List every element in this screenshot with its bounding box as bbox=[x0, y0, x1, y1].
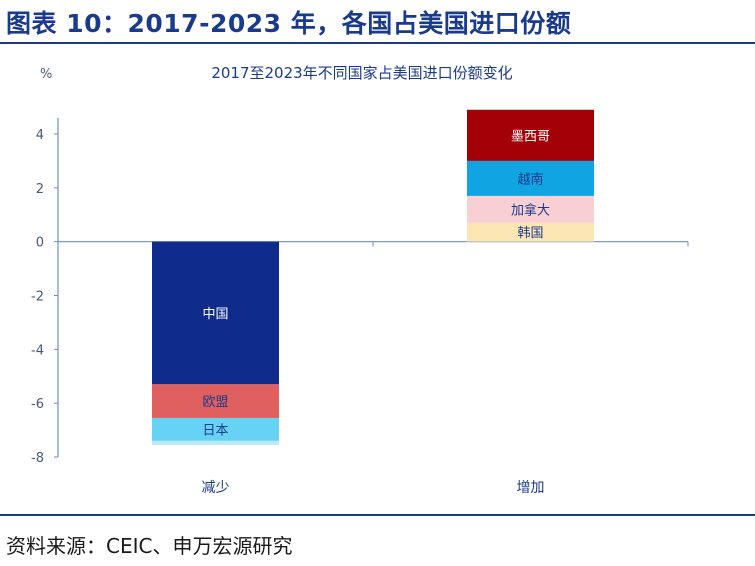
segment-label: 越南 bbox=[517, 171, 543, 187]
y-tick-label: -8 bbox=[31, 451, 44, 466]
segment-label: 韩国 bbox=[517, 226, 543, 241]
y-tick-label: -6 bbox=[31, 397, 44, 412]
stacked-bar-chart: 2017至2023年不同国家占美国进口份额变化 % 4 2 0 -2 -4 -6 -8 中国欧… bbox=[31, 64, 689, 496]
y-tick-label: 0 bbox=[36, 236, 44, 251]
segment-label: 墨西哥 bbox=[511, 129, 550, 144]
category-label: 增加 bbox=[517, 480, 545, 496]
segment-label: 日本 bbox=[202, 423, 228, 438]
figure-title: 图表 10：2017-2023 年，各国占美国进口份额 bbox=[6, 9, 572, 38]
bar-segment bbox=[467, 109, 594, 161]
y-tick-label: 2 bbox=[36, 182, 44, 197]
bar-segment bbox=[152, 241, 279, 385]
chart-title: 2017至2023年不同国家占美国进口份额变化 bbox=[211, 64, 512, 82]
source-divider bbox=[0, 514, 755, 516]
bar-segment bbox=[467, 222, 594, 242]
segment-label: 欧盟 bbox=[202, 395, 228, 410]
title-underline bbox=[0, 42, 755, 44]
y-tick-label: 4 bbox=[36, 128, 44, 143]
category-label: 减少 bbox=[202, 480, 230, 496]
segment-label: 加拿大 bbox=[511, 202, 550, 218]
source-note: 资料来源：CEIC、申万宏源研究 bbox=[6, 534, 293, 558]
y-axis-unit-label: % bbox=[40, 67, 52, 82]
y-tick-label: -2 bbox=[31, 290, 44, 305]
segment-label: 中国 bbox=[202, 307, 228, 322]
bar-segment bbox=[467, 160, 594, 196]
bar-segment bbox=[152, 440, 279, 445]
bar-segment bbox=[152, 417, 279, 441]
bar-segment bbox=[467, 195, 594, 223]
bar-segment bbox=[152, 384, 279, 418]
y-tick-label: -4 bbox=[31, 343, 44, 358]
